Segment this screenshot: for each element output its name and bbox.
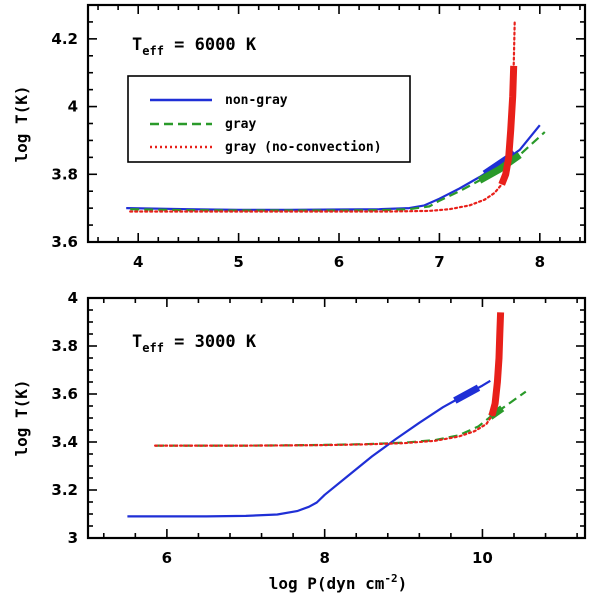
- y-tick-label: 3.6: [51, 233, 78, 251]
- panel-title-bottom: Teff = 3000 K: [132, 332, 257, 355]
- y-tick-label: 4: [68, 289, 78, 307]
- series-group-bottom: [127, 311, 527, 518]
- y-tick-label: 4.2: [51, 30, 78, 48]
- y-tick-label: 4: [68, 98, 78, 116]
- x-tick-label: 10: [472, 549, 493, 567]
- series-group-top: [126, 20, 546, 213]
- panel-bottom-3000K: 6 8 10 3 3.2 3.4 3.6 3.8 4 Teff = 3000 K log T(K…: [12, 289, 587, 593]
- legend-label-non-gray: non-gray: [225, 93, 288, 108]
- y-tick-label: 3: [68, 529, 78, 547]
- x-tick-label: 5: [233, 253, 243, 271]
- series-line-gray: [155, 390, 527, 447]
- x-tick-label: 6: [162, 549, 172, 567]
- plot-frame-bottom: [86, 296, 587, 540]
- panel-title-top: Teff = 6000 K: [132, 35, 257, 58]
- panel-top-6000K: 4 5 6 7 8 3.6 3.8 4 4.2 Teff = 6000 K non-gray g…: [12, 3, 587, 271]
- y-tick-label: 3.2: [51, 481, 78, 499]
- x-tick-label: 8: [319, 549, 329, 567]
- series-line-non-gray: [127, 379, 491, 518]
- y-tick-label: 3.4: [51, 433, 78, 451]
- x-axis-label-bottom: log P(dyn cm-2): [269, 572, 407, 593]
- legend-label-gray: gray: [225, 117, 256, 132]
- x-tick-label: 6: [334, 253, 344, 271]
- y-axis-label-top: log T(K): [12, 85, 31, 162]
- convective-segment: [453, 384, 481, 404]
- x-tick-label: 7: [434, 253, 444, 271]
- convective-segment-gray: [477, 152, 522, 184]
- legend: non-gray gray gray (no-convection): [127, 75, 411, 163]
- axis-ticks-bottom: 6 8 10 3 3.2 3.4 3.6 3.8 4: [51, 289, 585, 567]
- x-tick-label: 8: [535, 253, 545, 271]
- y-tick-label: 3.8: [51, 337, 78, 355]
- convective-segment-gray-no-convection-: [498, 65, 518, 186]
- legend-label-gray-no-convection: gray (no-convection): [225, 140, 382, 155]
- y-tick-label: 3.8: [51, 165, 78, 183]
- convective-segment-gray-no-convection-: [488, 312, 505, 417]
- y-axis-label-bottom: log T(K): [12, 379, 31, 456]
- x-tick-label: 4: [133, 253, 143, 271]
- y-tick-label: 3.6: [51, 385, 78, 403]
- axis-ticks-top: 4 5 6 7 8 3.6 3.8 4 4.2: [51, 4, 585, 271]
